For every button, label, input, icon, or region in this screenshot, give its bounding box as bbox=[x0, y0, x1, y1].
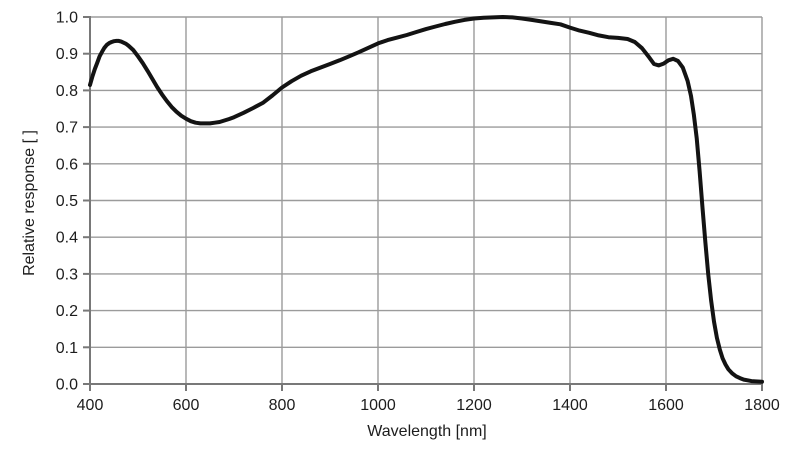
y-tick-label: 0.0 bbox=[56, 377, 78, 394]
x-axis-title: Wavelength [nm] bbox=[367, 423, 487, 440]
y-tick-label: 0.4 bbox=[56, 230, 78, 247]
y-tick-label: 0.6 bbox=[56, 156, 78, 173]
y-tick-label: 0.7 bbox=[56, 120, 78, 137]
x-tick-label: 400 bbox=[77, 397, 104, 414]
y-tick-label: 0.1 bbox=[56, 340, 78, 357]
y-tick-label: 0.8 bbox=[56, 83, 78, 100]
response-curve bbox=[88, 15, 764, 384]
x-tick-label: 800 bbox=[269, 397, 296, 414]
x-tick-label: 1200 bbox=[456, 397, 492, 414]
y-tick-label: 0.9 bbox=[56, 46, 78, 63]
y-tick-label: 0.2 bbox=[56, 303, 78, 320]
y-tick-label: 0.5 bbox=[56, 193, 78, 210]
x-tick-label: 1400 bbox=[552, 397, 588, 414]
y-axis-title: Relative response [ ] bbox=[21, 130, 38, 276]
y-tick-label: 1.0 bbox=[56, 10, 78, 27]
x-tick-label: 1600 bbox=[648, 397, 684, 414]
x-tick-label: 600 bbox=[173, 397, 200, 414]
y-tick-label: 0.3 bbox=[56, 266, 78, 283]
x-tick-label: 1800 bbox=[744, 397, 780, 414]
x-tick-label: 1000 bbox=[360, 397, 396, 414]
